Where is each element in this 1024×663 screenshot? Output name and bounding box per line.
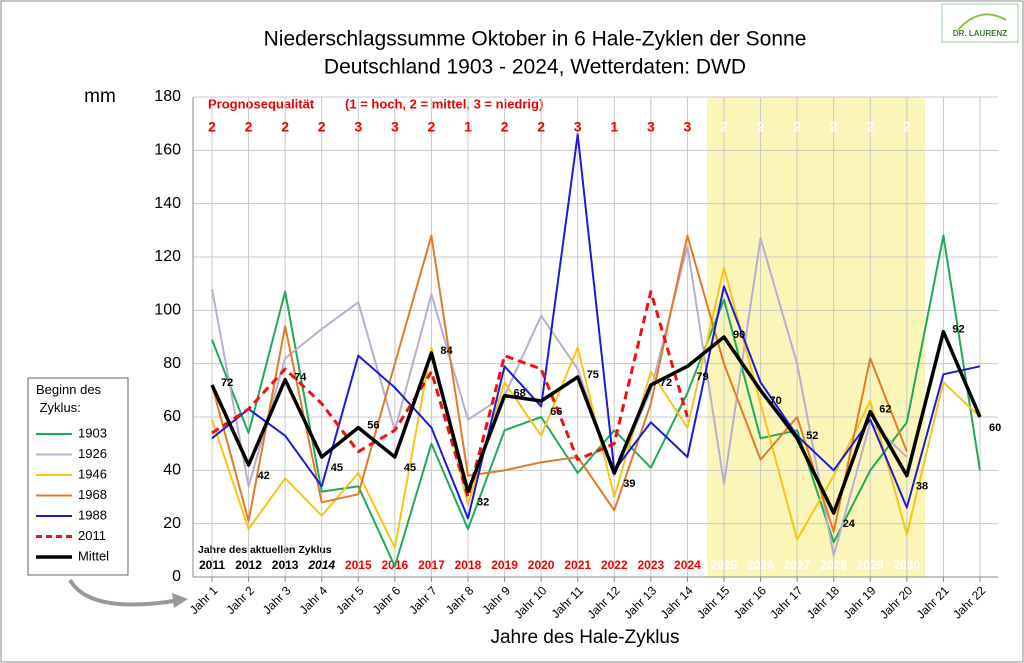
data-label: 24: [843, 518, 856, 530]
data-label: 72: [660, 377, 672, 389]
data-label: 42: [258, 470, 270, 482]
logo-swoosh: [957, 13, 1007, 31]
data-label: 66: [550, 406, 562, 418]
arrow: [68, 578, 181, 607]
cycle-year: 2019: [491, 558, 518, 572]
prognosis-value: 2: [318, 119, 326, 135]
cycle-year: 2021: [564, 558, 591, 572]
x-axis-label: Jahre des Hale-Zyklus: [490, 627, 679, 648]
prognosis-value: 3: [684, 119, 692, 135]
y-tick-label: 180: [154, 88, 181, 105]
legend-title: Beginn des Zyklus:: [36, 382, 102, 415]
prognosis-value: 3: [647, 119, 655, 135]
data-label: 90: [733, 329, 745, 341]
data-label: 74: [294, 372, 307, 384]
prognosis-value: 2: [428, 119, 436, 135]
data-label: 62: [879, 404, 891, 416]
cycle-year: 2025: [711, 558, 738, 572]
prognosis-value: 2: [793, 119, 801, 135]
cycle-year: 2015: [345, 558, 372, 572]
cycle-years-title: Jahre des aktuellen Zyklus: [198, 544, 332, 556]
series-line: [211, 234, 908, 533]
series-line: [211, 234, 981, 568]
prognosis-title: Prognosequalität: [208, 96, 315, 111]
y-tick-label: 20: [163, 515, 181, 532]
prognosis-value: 2: [281, 119, 289, 135]
series-line: [211, 133, 981, 520]
cycle-year: 2023: [637, 558, 664, 572]
legend-label: 1903: [78, 425, 107, 440]
prognosis-value: 3: [574, 119, 582, 135]
y-tick-label: 100: [154, 302, 181, 319]
arrow-head: [172, 593, 188, 608]
prognosis-legend: (1 = hoch, 2 = mittel, 3 = niedrig): [345, 96, 543, 111]
y-tick-label: 60: [163, 408, 181, 425]
prognosis-value: 2: [537, 119, 545, 135]
prognosis-value: 2: [757, 119, 765, 135]
data-label: 52: [806, 430, 818, 442]
cycle-year: 2013: [272, 558, 299, 572]
cycle-year: 2022: [601, 558, 628, 572]
legend: [27, 377, 129, 576]
logo-box: [941, 3, 1019, 43]
data-label: 39: [623, 478, 635, 490]
cycle-year: 2014: [307, 558, 335, 572]
prognosis-value: 1: [464, 119, 472, 135]
prognosis-value: 2: [866, 119, 874, 135]
data-label: 70: [770, 395, 782, 407]
chart-title: Niederschlagssumme Oktober in 6 Hale-Zyk…: [264, 28, 807, 51]
y-tick-label: 140: [154, 195, 181, 212]
data-label: 38: [916, 481, 928, 493]
series-line: [211, 290, 689, 499]
y-tick-label: 80: [163, 355, 181, 372]
y-tick-label: 160: [154, 142, 181, 159]
cycle-year: 2024: [674, 558, 701, 572]
prognosis-value: 2: [208, 119, 216, 135]
data-label: 72: [221, 377, 233, 389]
prognosis-value: 2: [720, 119, 728, 135]
cycle-year: 2026: [747, 558, 774, 572]
cycle-year: 2020: [528, 558, 555, 572]
prognosis-value: 1: [610, 119, 618, 135]
y-tick-label: 120: [154, 248, 181, 265]
legend-label: 1968: [78, 487, 107, 502]
cycle-year: 2027: [784, 558, 811, 572]
legend-label: Mittel: [78, 548, 109, 563]
cycle-year: 2017: [418, 558, 445, 572]
cycle-year: 2029: [857, 558, 884, 572]
data-label: 92: [952, 324, 964, 336]
data-label: 84: [440, 345, 453, 357]
cycle-year: 2012: [235, 558, 262, 572]
prognosis-value: 2: [245, 119, 253, 135]
legend-label: 1926: [78, 446, 107, 461]
logo-text: DR. LAURENZ: [953, 29, 1007, 38]
y-axis-label: mm: [84, 86, 116, 107]
prognosis-value: 2: [903, 119, 911, 135]
prognosis-value: 3: [391, 119, 399, 135]
legend-label: 2011: [78, 528, 106, 543]
series-line: [211, 237, 908, 557]
cycle-year: 2028: [820, 558, 847, 572]
data-label: 79: [696, 371, 708, 383]
cycle-year: 2011: [199, 558, 225, 572]
y-tick-label: 0: [172, 568, 181, 585]
legend-label: 1946: [78, 466, 107, 481]
data-label: 45: [331, 462, 343, 474]
prognosis-value: 2: [830, 119, 838, 135]
chart-subtitle: Deutschland 1903 - 2024, Wetterdaten: DW…: [324, 56, 746, 79]
legend-label: 1988: [78, 507, 107, 522]
data-label: 45: [404, 462, 416, 474]
data-label: 60: [989, 422, 1001, 434]
y-tick-label: 40: [163, 462, 181, 479]
cycle-year: 2030: [893, 558, 920, 572]
series-line: [210, 329, 982, 515]
data-label: 75: [587, 369, 599, 381]
data-label: 68: [514, 388, 526, 400]
data-label: 32: [477, 497, 489, 509]
cycle-year: 2018: [455, 558, 482, 572]
prognosis-value: 3: [354, 119, 362, 135]
data-label: 56: [367, 420, 379, 432]
prognosis-value: 2: [501, 119, 509, 135]
